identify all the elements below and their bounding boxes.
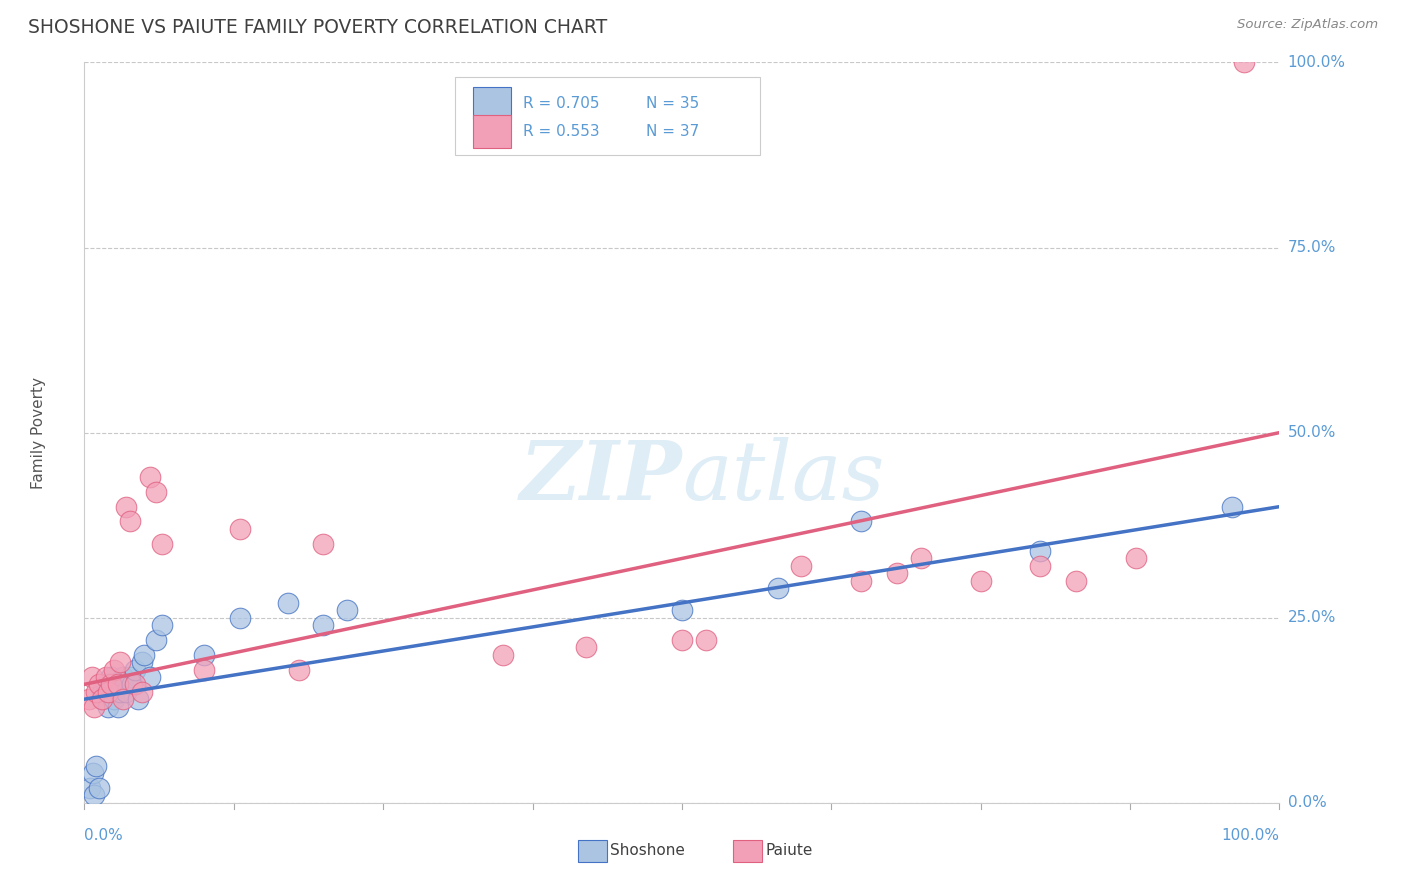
Point — [121, 677, 143, 691]
Point — [229, 522, 252, 536]
Point — [82, 766, 104, 780]
Point — [695, 632, 717, 647]
Point — [671, 603, 693, 617]
Text: Shoshone: Shoshone — [610, 844, 685, 858]
Point — [139, 470, 162, 484]
Point — [910, 551, 932, 566]
FancyBboxPatch shape — [456, 78, 759, 155]
Point — [139, 670, 162, 684]
Point — [790, 558, 813, 573]
Point — [118, 515, 141, 529]
Point — [110, 655, 132, 669]
Point — [1125, 551, 1147, 566]
Text: Family Poverty: Family Poverty — [31, 376, 46, 489]
Point — [80, 670, 103, 684]
Point — [851, 574, 873, 588]
Text: N = 35: N = 35 — [647, 95, 699, 111]
Point — [94, 677, 117, 691]
Text: 100.0%: 100.0% — [1222, 828, 1279, 843]
Point — [886, 566, 908, 581]
Point — [97, 699, 120, 714]
Point — [115, 500, 138, 514]
Text: R = 0.705: R = 0.705 — [523, 95, 599, 111]
Point — [1233, 55, 1256, 70]
Point — [312, 536, 335, 550]
Point — [145, 632, 167, 647]
Text: Source: ZipAtlas.com: Source: ZipAtlas.com — [1237, 18, 1378, 31]
Point — [671, 632, 693, 647]
Point — [91, 692, 114, 706]
Point — [97, 685, 120, 699]
Text: 0.0%: 0.0% — [1288, 796, 1326, 810]
Point — [131, 655, 153, 669]
Point — [86, 758, 108, 772]
Point — [100, 670, 122, 684]
Point — [193, 663, 215, 677]
Point — [851, 515, 873, 529]
FancyBboxPatch shape — [734, 840, 762, 862]
Point — [766, 581, 789, 595]
Point — [103, 663, 125, 677]
Text: ZIP: ZIP — [519, 437, 682, 517]
Text: atlas: atlas — [682, 437, 884, 517]
Point — [83, 789, 105, 803]
Point — [124, 663, 146, 677]
Point — [336, 603, 359, 617]
FancyBboxPatch shape — [472, 115, 510, 147]
Point — [229, 610, 252, 624]
Point — [91, 692, 114, 706]
Point — [131, 685, 153, 699]
Point — [111, 670, 134, 684]
Text: R = 0.553: R = 0.553 — [523, 124, 599, 139]
Point — [150, 536, 173, 550]
Point — [1029, 544, 1052, 558]
Point — [94, 670, 117, 684]
Point — [1029, 558, 1052, 573]
Point — [277, 596, 299, 610]
Point — [492, 648, 515, 662]
Point — [107, 677, 129, 691]
Point — [118, 670, 141, 684]
Point — [193, 648, 215, 662]
Point — [288, 663, 311, 677]
Point — [115, 685, 138, 699]
Point — [79, 780, 101, 795]
Point — [150, 618, 173, 632]
Text: 75.0%: 75.0% — [1288, 240, 1336, 255]
Point — [312, 618, 335, 632]
FancyBboxPatch shape — [578, 840, 606, 862]
Text: SHOSHONE VS PAIUTE FAMILY POVERTY CORRELATION CHART: SHOSHONE VS PAIUTE FAMILY POVERTY CORREL… — [28, 18, 607, 37]
Point — [145, 484, 167, 499]
Point — [103, 692, 125, 706]
Point — [124, 677, 146, 691]
FancyBboxPatch shape — [472, 87, 510, 120]
Text: 50.0%: 50.0% — [1288, 425, 1336, 440]
Point — [107, 699, 129, 714]
Point — [87, 780, 110, 795]
Text: 25.0%: 25.0% — [1288, 610, 1336, 625]
Point — [83, 699, 105, 714]
Point — [103, 677, 125, 691]
Point — [970, 574, 993, 588]
Point — [77, 692, 100, 706]
Text: 100.0%: 100.0% — [1288, 55, 1346, 70]
Point — [127, 692, 149, 706]
Point — [100, 677, 122, 691]
Point — [132, 648, 156, 662]
Point — [1066, 574, 1088, 588]
Point — [91, 685, 114, 699]
Point — [110, 685, 132, 699]
Point — [575, 640, 598, 655]
Point — [1220, 500, 1243, 514]
Text: N = 37: N = 37 — [647, 124, 699, 139]
Point — [86, 685, 108, 699]
Point — [87, 677, 110, 691]
Text: Paiute: Paiute — [766, 844, 813, 858]
Point — [111, 692, 134, 706]
Text: 0.0%: 0.0% — [84, 828, 124, 843]
